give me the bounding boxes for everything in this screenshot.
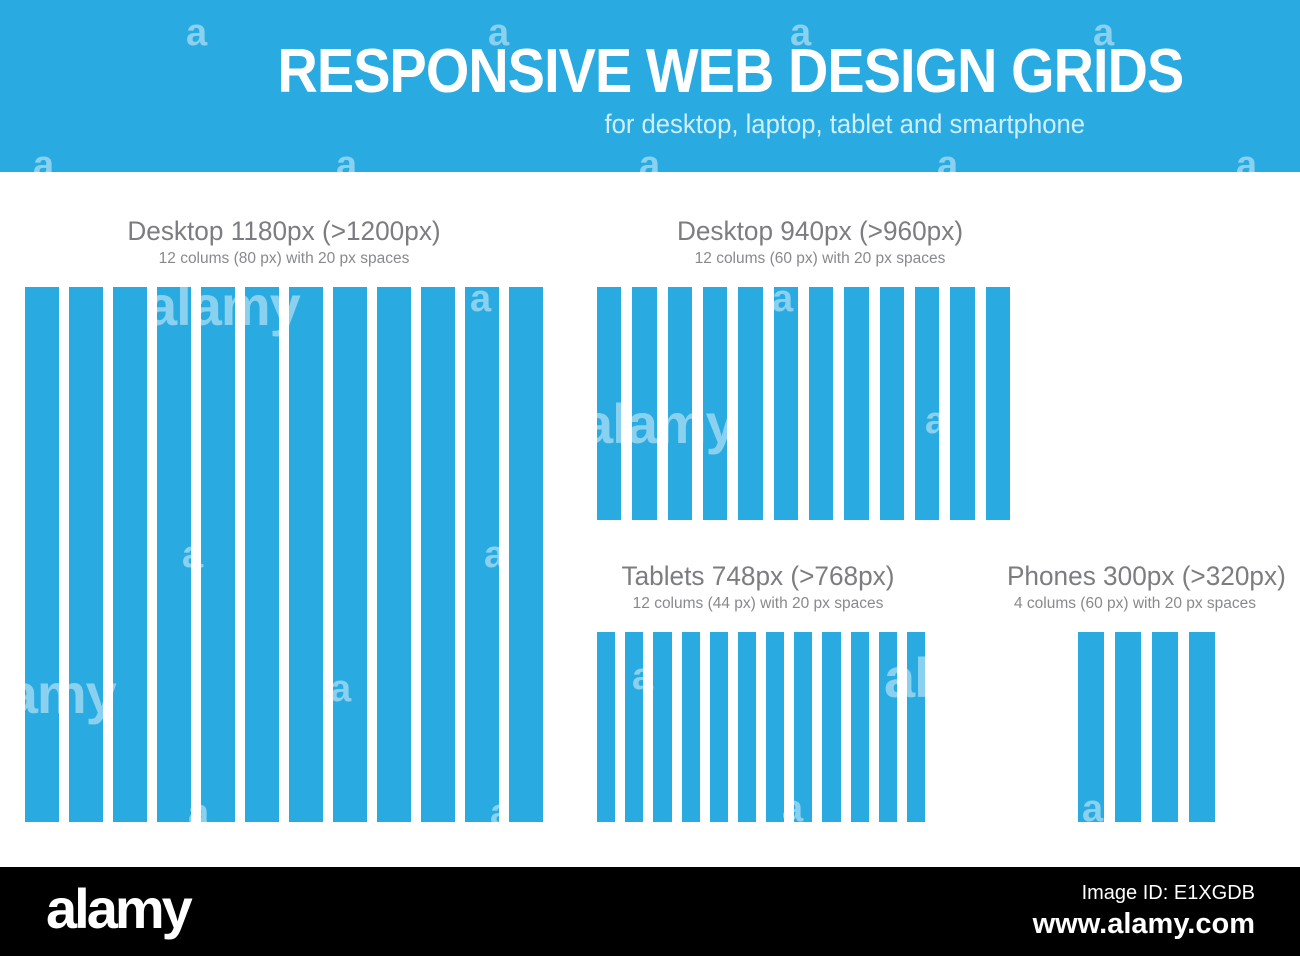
grid-column-bar (333, 287, 367, 822)
column-grid-desktop-940 (597, 287, 1010, 520)
grid-column-bar (421, 287, 455, 822)
grid-column-bar (1115, 632, 1141, 822)
grid-column-bar (597, 632, 616, 822)
section-subtitle: 4 colums (60 px) with 20 px spaces (1013, 595, 1257, 612)
grid-column-bar (822, 632, 841, 822)
grid-column-bar (25, 287, 59, 822)
grid-column-bar (906, 632, 926, 822)
section-title: Desktop 940px (>960px) (676, 216, 964, 246)
grid-column-bar (667, 287, 692, 520)
grid-column-bar (597, 287, 622, 520)
grid-column-bar (808, 287, 834, 520)
column-grid-phones-300 (1078, 632, 1215, 822)
section-subtitle: 12 colums (60 px) with 20 px spaces (694, 250, 946, 267)
grid-column-bar (632, 287, 657, 520)
grid-column-bar (844, 287, 869, 520)
grid-column-bar (766, 632, 785, 822)
grid-column-bar (737, 632, 757, 822)
grid-column-bar (509, 287, 543, 822)
grid-column-bar (681, 632, 700, 822)
grid-column-bar (245, 287, 279, 822)
section-label-phones-300: Phones 300px (>320px) 4 colums (60 px) w… (1003, 561, 1286, 613)
section-label-tablets-748: Tablets 748px (>768px) 12 colums (44 px)… (596, 561, 920, 613)
grid-column-bar (201, 287, 235, 822)
page-subtitle: for desktop, laptop, tablet and smartpho… (604, 109, 1085, 139)
grid-column-bar (773, 287, 798, 520)
footer-info: Image ID: E1XGDB www.alamy.com (1033, 882, 1255, 941)
grid-column-bar (113, 287, 147, 822)
grid-column-bar (1078, 632, 1104, 822)
section-label-desktop-940: Desktop 940px (>960px) 12 colums (60 px)… (610, 216, 1030, 268)
section-subtitle: 12 colums (80 px) with 20 px spaces (158, 250, 410, 267)
grid-column-bar (653, 632, 672, 822)
grid-column-bar (702, 287, 728, 520)
grid-column-bar (850, 632, 869, 822)
footer-bar: alamy Image ID: E1XGDB www.alamy.com (0, 867, 1300, 956)
grid-column-bar (69, 287, 103, 822)
grid-column-bar (914, 287, 940, 520)
grid-column-bar (794, 632, 813, 822)
section-title: Tablets 748px (>768px) (621, 561, 895, 591)
grid-column-bar (1189, 632, 1215, 822)
grid-column-bar (157, 287, 191, 822)
grid-column-bar (878, 632, 897, 822)
grid-column-bar (377, 287, 411, 822)
header-banner: RESPONSIVE WEB DESIGN GRIDS for desktop,… (0, 0, 1300, 172)
section-title: Desktop 1180px (>1200px) (127, 216, 441, 246)
grid-column-bar (950, 287, 975, 520)
column-grid-tablets-748 (597, 632, 926, 822)
alamy-logo: alamy (46, 876, 193, 940)
grid-column-bar (289, 287, 323, 822)
grid-column-bar (465, 287, 499, 822)
grid-column-bar (879, 287, 904, 520)
column-grid-desktop-1180 (25, 287, 543, 822)
grid-column-bar (738, 287, 763, 520)
section-title: Phones 300px (>320px) (1006, 561, 1286, 591)
website-url: www.alamy.com (1032, 907, 1255, 940)
image-id-label: Image ID: E1XGDB (1081, 881, 1255, 904)
grid-column-bar (709, 632, 728, 822)
header-inner: RESPONSIVE WEB DESIGN GRIDS for desktop,… (235, 36, 1185, 140)
grid-column-bar (985, 287, 1010, 520)
page-title: RESPONSIVE WEB DESIGN GRIDS (277, 37, 1185, 106)
section-subtitle: 12 colums (44 px) with 20 px spaces (632, 595, 884, 612)
grid-column-bar (1152, 632, 1178, 822)
grid-column-bar (625, 632, 644, 822)
section-label-desktop-1180: Desktop 1180px (>1200px) 12 colums (80 p… (25, 216, 543, 268)
